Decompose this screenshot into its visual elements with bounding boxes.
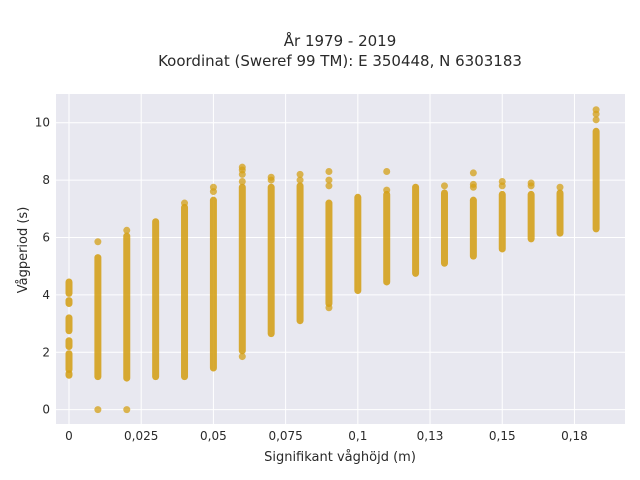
x-axis-ticks: 0 0,025 0,05 0,075 0,1 0,13 0,15 0,18 [65,429,588,443]
x-tick-label: 0,15 [489,429,516,443]
scatter-point [556,183,564,191]
x-tick-label: 0,05 [200,429,227,443]
y-tick-label: 4 [42,288,50,302]
y-tick-label: 2 [42,345,50,359]
scatter-point [123,226,131,234]
scatter-point [209,183,217,191]
y-tick-label: 10 [35,116,50,130]
y-tick-label: 0 [42,403,50,417]
scatter-point [325,304,333,312]
plot-area [56,94,625,424]
scatter-point [325,182,333,190]
y-axis-ticks: 0 2 4 6 8 10 [35,116,50,417]
scatter-point [267,173,275,181]
scatter-point [325,176,333,184]
scatter-point [469,180,477,188]
scatter-point [238,178,246,186]
y-tick-label: 8 [42,173,50,187]
scatter-point [325,167,333,175]
scatter-point [296,170,304,178]
scatter-point [592,116,600,124]
x-axis-title: Signifikant våghöjd (m) [264,450,416,465]
x-tick-label: 0,025 [124,429,158,443]
scatter-point [383,167,391,175]
scatter-points [65,106,600,414]
x-tick-label: 0,1 [348,429,367,443]
scatter-point [527,179,535,187]
x-tick-label: 0,075 [268,429,302,443]
scatter-point [181,199,189,207]
scatter-point [123,406,131,414]
x-tick-label: 0,13 [417,429,444,443]
scatter-point [238,163,246,171]
chart-title-line2: Koordinat (Sweref 99 TM): E 350448, N 63… [158,52,522,70]
scatter-point [498,178,506,186]
scatter-point [94,238,102,246]
scatter-point [592,106,600,114]
scatter-point [469,169,477,177]
scatter-point [440,182,448,190]
chart-title-line1: År 1979 - 2019 [284,31,397,50]
y-axis-title: Vågperiod (s) [16,207,31,294]
scatter-point [296,176,304,184]
scatter-point [383,186,391,194]
scatter-point [238,353,246,361]
x-tick-label: 0 [65,429,73,443]
x-tick-label: 0,18 [561,429,588,443]
y-tick-label: 6 [42,230,50,244]
scatter-point [94,406,102,414]
